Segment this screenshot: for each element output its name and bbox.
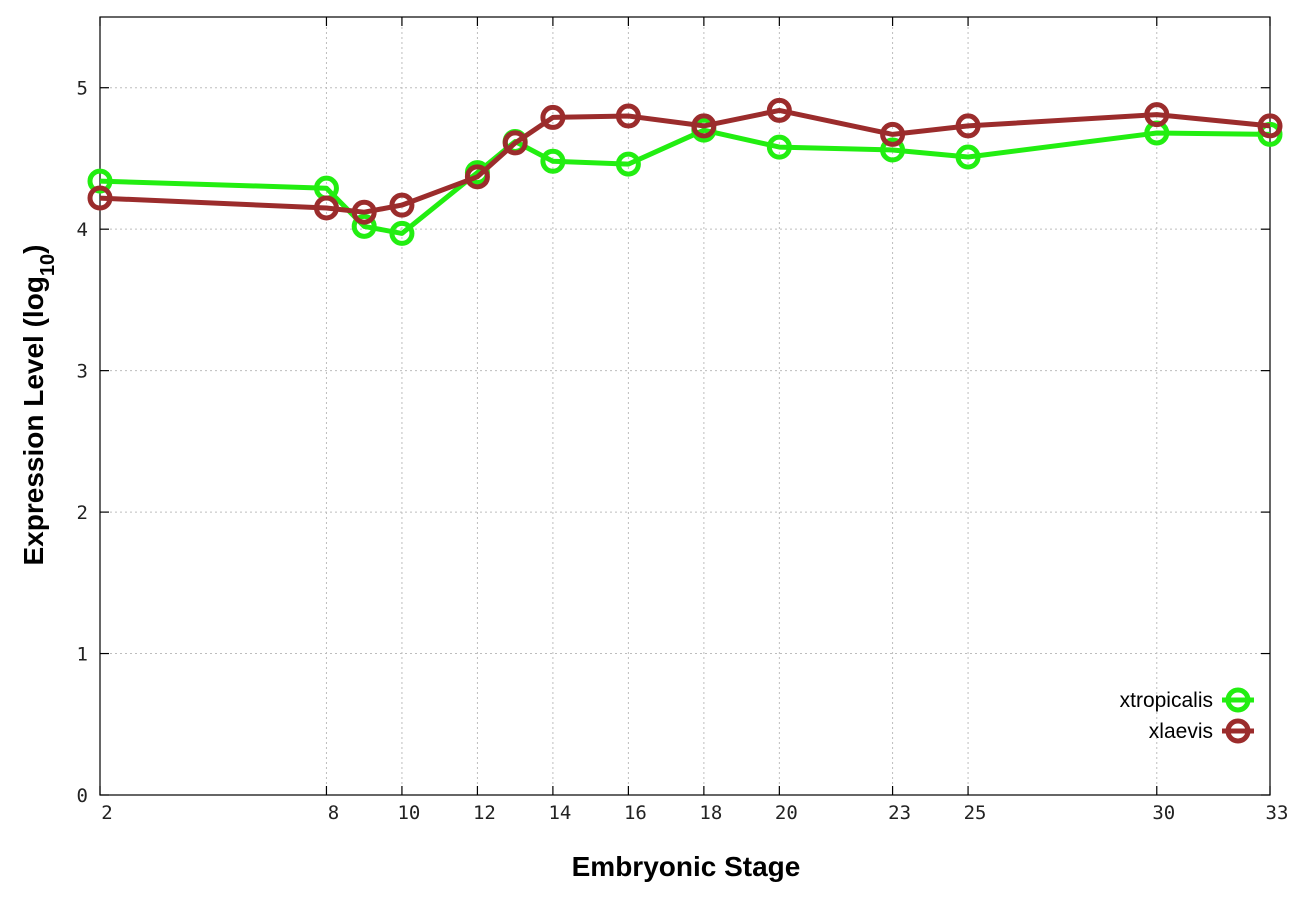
x-tick-label: 16	[624, 802, 647, 824]
data-point	[880, 137, 906, 163]
data-point	[615, 151, 641, 177]
data-point	[766, 97, 792, 123]
y-tick-label: 5	[77, 78, 88, 100]
x-axis-title: Embryonic Stage	[572, 851, 801, 882]
series-layer	[87, 97, 1283, 246]
x-tick-label: 33	[1266, 802, 1289, 824]
y-axis-title: Expression Level (log10)	[18, 245, 59, 566]
data-point	[87, 168, 113, 194]
data-point	[540, 148, 566, 174]
data-point	[502, 130, 528, 156]
x-tick-label: 2	[101, 802, 112, 824]
y-tick-label: 2	[77, 502, 88, 524]
x-tick-label: 30	[1152, 802, 1175, 824]
y-tick-label: 1	[77, 644, 88, 666]
grid	[100, 17, 1270, 795]
y-tick-label: 3	[77, 361, 88, 383]
x-tick-label: 23	[888, 802, 911, 824]
data-point	[691, 113, 717, 139]
data-point	[351, 213, 377, 239]
data-point	[540, 104, 566, 130]
legend-label-xtropicalis: xtropicalis	[1120, 689, 1213, 712]
data-point	[880, 121, 906, 147]
series-line-xtropicalis	[99, 127, 1271, 236]
x-tick-label: 10	[397, 802, 420, 824]
series-line-xlaevis	[99, 107, 1271, 215]
y-axis-title-subscript: 10	[37, 254, 59, 276]
x-tick-label: 25	[964, 802, 987, 824]
data-point	[313, 195, 339, 221]
y-tick-label: 0	[77, 785, 88, 807]
data-point	[87, 185, 113, 211]
x-tick-label: 14	[548, 802, 571, 824]
legend-marker-xlaevis	[1225, 718, 1251, 744]
x-tick-label: 12	[473, 802, 496, 824]
data-point	[351, 199, 377, 225]
series-xtropicalis	[87, 117, 1283, 246]
data-point	[389, 220, 415, 246]
legend-marker-xtropicalis	[1225, 687, 1251, 713]
x-tick-label: 18	[699, 802, 722, 824]
legend: xtropicalis xlaevis	[1120, 687, 1254, 744]
x-tick-label: 8	[328, 802, 339, 824]
y-axis-title-close: )	[18, 245, 49, 254]
data-point	[464, 164, 490, 190]
x-tick-label: 20	[775, 802, 798, 824]
data-point	[615, 103, 641, 129]
plot-frame	[99, 16, 1271, 796]
series-xlaevis	[87, 97, 1283, 225]
data-point	[1144, 102, 1170, 128]
data-point	[766, 134, 792, 160]
data-point	[955, 113, 981, 139]
y-tick-label: 4	[77, 219, 88, 241]
data-point	[955, 144, 981, 170]
data-point	[1257, 113, 1283, 139]
legend-label-xlaevis: xlaevis	[1149, 720, 1213, 743]
data-point	[389, 192, 415, 218]
y-axis-title-main: Expression Level (log	[18, 276, 49, 565]
